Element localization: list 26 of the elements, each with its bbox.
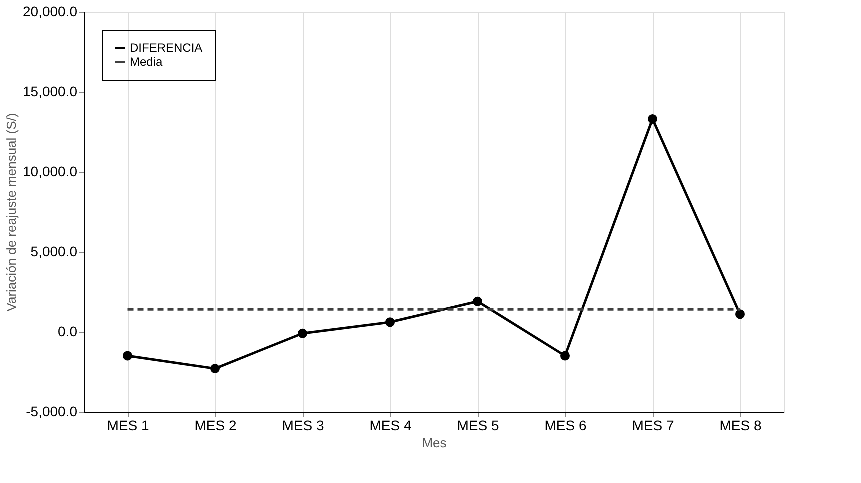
x-tick-label: MES 8: [720, 418, 762, 434]
point: [736, 310, 745, 320]
x-tick-label: MES 2: [194, 418, 237, 434]
point: [298, 328, 308, 338]
point: [210, 364, 220, 374]
point: [560, 351, 570, 361]
point: [648, 114, 658, 124]
legend-label: DIFERENCIA: [130, 41, 203, 55]
x-tick-label: MES 7: [632, 418, 674, 434]
legend-label: Media: [130, 55, 164, 69]
x-tick-label: MES 5: [457, 418, 500, 434]
point: [123, 351, 132, 361]
y-tick-label: 15,000.0: [23, 84, 78, 100]
y-tick-label: -5,000.0: [26, 404, 78, 420]
point: [386, 318, 395, 328]
point: [473, 296, 482, 306]
y-tick-label: 20,000.0: [23, 4, 78, 20]
x-tick-label: MES 4: [370, 418, 412, 434]
y-axis-title: Variación de reajuste mensual (S/): [4, 113, 20, 312]
y-tick-label: 10,000.0: [23, 164, 78, 180]
x-tick-label: MES 1: [107, 418, 150, 434]
y-tick-label: 5,000.0: [30, 244, 78, 260]
y-tick-label: 0.0: [58, 324, 78, 340]
x-tick-label: MES 3: [282, 418, 324, 434]
x-axis-title: Mes: [422, 436, 448, 450]
x-tick-label: MES 6: [544, 418, 587, 434]
